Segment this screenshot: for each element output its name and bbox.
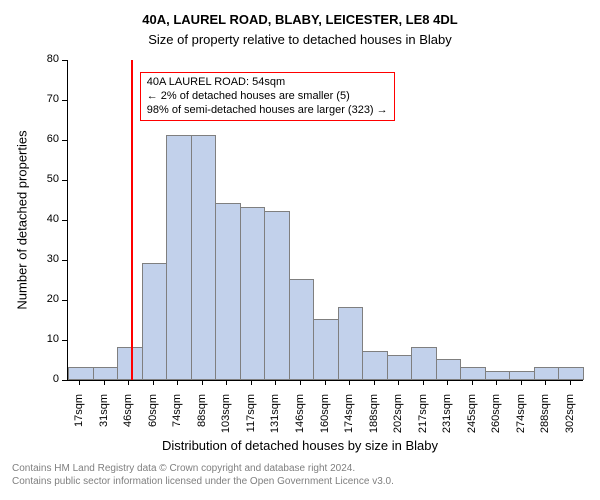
x-tick-mark (251, 380, 252, 385)
x-tick-mark (472, 380, 473, 385)
y-tick-mark (62, 220, 67, 221)
y-tick-label: 0 (32, 373, 59, 385)
callout-box: 40A LAUREL ROAD: 54sqm← 2% of detached h… (140, 72, 395, 121)
x-tick-mark (447, 380, 448, 385)
histogram-bar (191, 135, 217, 380)
histogram-bar (558, 367, 584, 380)
histogram-bar (460, 367, 486, 380)
histogram-bar (142, 263, 168, 380)
histogram-bar (509, 371, 535, 380)
x-tick-mark (79, 380, 80, 385)
x-tick-mark (300, 380, 301, 385)
y-tick-label: 70 (32, 93, 59, 105)
histogram-bar (68, 367, 94, 380)
histogram-bar (93, 367, 119, 380)
x-tick-mark (374, 380, 375, 385)
chart-subtitle: Size of property relative to detached ho… (0, 32, 600, 47)
x-tick-mark (570, 380, 571, 385)
y-tick-label: 20 (32, 293, 59, 305)
y-tick-mark (62, 60, 67, 61)
x-tick-mark (275, 380, 276, 385)
x-tick-mark (128, 380, 129, 385)
x-tick-mark (496, 380, 497, 385)
callout-line: 98% of semi-detached houses are larger (… (147, 104, 388, 118)
x-tick-mark (349, 380, 350, 385)
y-tick-label: 80 (32, 53, 59, 65)
y-tick-label: 10 (32, 333, 59, 345)
x-tick-mark (423, 380, 424, 385)
histogram-bar (534, 367, 560, 380)
histogram-bar (436, 359, 462, 380)
histogram-bar (289, 279, 315, 380)
x-tick-mark (521, 380, 522, 385)
x-tick-mark (202, 380, 203, 385)
y-tick-label: 60 (32, 133, 59, 145)
y-tick-mark (62, 260, 67, 261)
x-tick-mark (104, 380, 105, 385)
y-tick-label: 40 (32, 213, 59, 225)
histogram-bar (411, 347, 437, 380)
x-tick-mark (398, 380, 399, 385)
histogram-bar (362, 351, 388, 380)
y-tick-mark (62, 340, 67, 341)
histogram-bar (264, 211, 290, 380)
plot-area: 40A LAUREL ROAD: 54sqm← 2% of detached h… (67, 60, 583, 381)
y-tick-mark (62, 180, 67, 181)
footer-attribution: Contains HM Land Registry data © Crown c… (12, 462, 394, 488)
x-tick-mark (177, 380, 178, 385)
y-tick-label: 30 (32, 253, 59, 265)
x-tick-mark (325, 380, 326, 385)
histogram-bar (387, 355, 413, 380)
x-tick-mark (153, 380, 154, 385)
histogram-bar (338, 307, 364, 380)
y-tick-mark (62, 140, 67, 141)
histogram-bar (313, 319, 339, 380)
histogram-bar (240, 207, 266, 380)
callout-line: 40A LAUREL ROAD: 54sqm (147, 76, 388, 90)
y-tick-mark (62, 300, 67, 301)
x-tick-mark (226, 380, 227, 385)
histogram-bar (485, 371, 511, 380)
y-tick-mark (62, 380, 67, 381)
y-tick-mark (62, 100, 67, 101)
histogram-bar (166, 135, 192, 380)
x-axis-label: Distribution of detached houses by size … (0, 438, 600, 453)
y-tick-label: 50 (32, 173, 59, 185)
histogram-bar (215, 203, 241, 380)
chart-title: 40A, LAUREL ROAD, BLABY, LEICESTER, LE8 … (0, 12, 600, 27)
y-axis-label: Number of detached properties (15, 130, 30, 309)
x-tick-mark (545, 380, 546, 385)
callout-line: ← 2% of detached houses are smaller (5) (147, 90, 388, 104)
reference-line (131, 60, 133, 380)
